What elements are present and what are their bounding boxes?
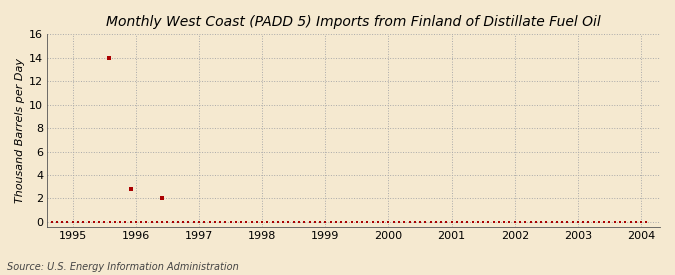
- Y-axis label: Thousand Barrels per Day: Thousand Barrels per Day: [15, 58, 25, 203]
- Title: Monthly West Coast (PADD 5) Imports from Finland of Distillate Fuel Oil: Monthly West Coast (PADD 5) Imports from…: [107, 15, 601, 29]
- Text: Source: U.S. Energy Information Administration: Source: U.S. Energy Information Administ…: [7, 262, 238, 272]
